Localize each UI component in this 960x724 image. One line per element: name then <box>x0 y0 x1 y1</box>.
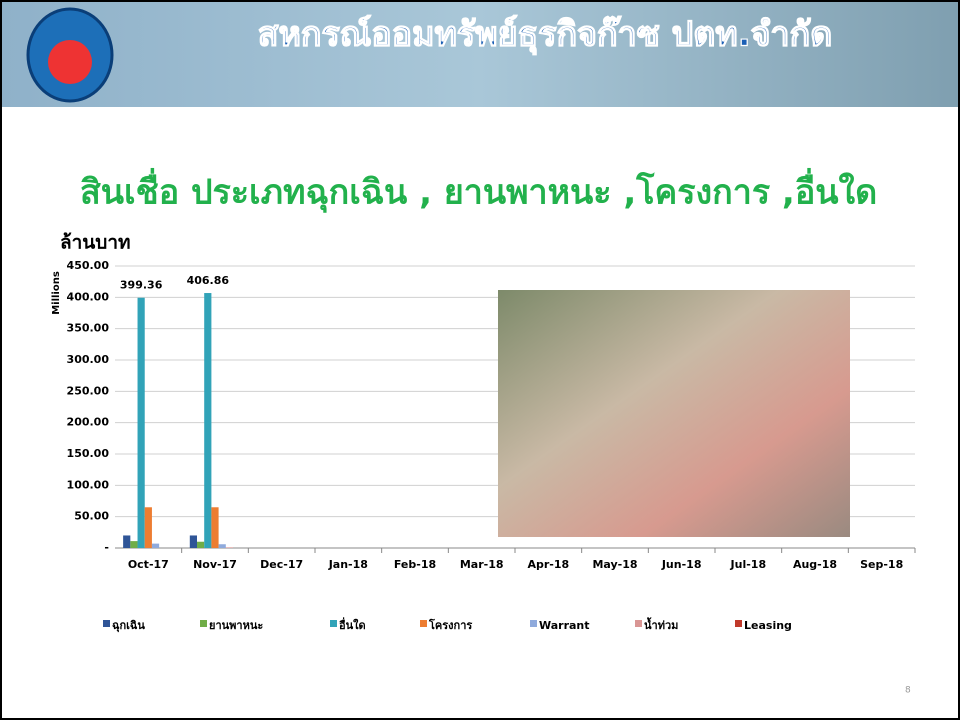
legend-label: Warrant <box>539 619 590 632</box>
y-tick-label: 250.00 <box>67 384 110 397</box>
legend-swatch <box>330 620 337 627</box>
x-tick-label: May-18 <box>592 558 637 571</box>
legend-label: อื่นใด <box>339 617 366 632</box>
bar <box>190 535 197 548</box>
slide: สหกรณ์ออมทรัพย์ธุรกิจก๊าซ ปตท.จำกัด สินเ… <box>0 0 960 720</box>
x-tick-label: Mar-18 <box>460 558 504 571</box>
x-tick-label: Jan-18 <box>328 558 368 571</box>
x-tick-label: Jul-18 <box>730 558 767 571</box>
logo-center <box>48 40 92 84</box>
data-label: 399.36 <box>120 279 163 292</box>
y-tick-label: 450.00 <box>67 259 110 272</box>
bar <box>138 298 145 548</box>
chart-subtitle: ล้านบาท <box>60 232 131 254</box>
bar <box>204 293 211 548</box>
legend-swatch <box>735 620 742 627</box>
x-tick-label: Oct-17 <box>128 558 169 571</box>
y-tick-label: 100.00 <box>67 478 110 491</box>
bar <box>226 547 233 548</box>
bar <box>197 542 204 548</box>
x-tick-label: Apr-18 <box>527 558 569 571</box>
y-tick-label: 400.00 <box>67 290 110 303</box>
legend-swatch <box>103 620 110 627</box>
legend-swatch <box>420 620 427 627</box>
bar <box>219 544 226 548</box>
bar <box>145 507 152 548</box>
legend-label: ยานพาหนะ <box>209 619 263 632</box>
y-tick-label: - <box>104 541 109 554</box>
x-tick-label: Feb-18 <box>394 558 436 571</box>
y-tick-label: 300.00 <box>67 353 110 366</box>
x-tick-label: Dec-17 <box>260 558 303 571</box>
y-tick-label: 50.00 <box>74 510 109 523</box>
legend-label: Leasing <box>744 619 792 632</box>
header-title: สหกรณ์ออมทรัพย์ธุรกิจก๊าซ ปตท.จำกัด <box>258 15 833 56</box>
y-tick-label: 150.00 <box>67 447 110 460</box>
legend-label: น้ำท่วม <box>644 617 678 632</box>
legend-swatch <box>530 620 537 627</box>
data-label: 406.86 <box>187 274 230 287</box>
x-tick-label: Jun-18 <box>661 558 702 571</box>
legend-swatch <box>200 620 207 627</box>
y-axis-label: Millions <box>51 271 62 315</box>
money-photo <box>498 290 850 537</box>
bar <box>130 541 137 548</box>
legend-label: ฉุกเฉิน <box>112 619 145 633</box>
chart-title: สินเชื่อ ประเภทฉุกเฉิน , ยานพาหนะ ,โครงก… <box>80 168 877 214</box>
x-tick-label: Sep-18 <box>860 558 903 571</box>
bar <box>152 544 159 548</box>
y-tick-label: 350.00 <box>67 322 110 335</box>
y-tick-label: 200.00 <box>67 416 110 429</box>
page-number: 8 <box>905 686 911 696</box>
legend-label: โครงการ <box>428 618 472 632</box>
legend-swatch <box>635 620 642 627</box>
bar <box>123 535 130 548</box>
x-tick-label: Nov-17 <box>193 558 237 571</box>
x-tick-label: Aug-18 <box>793 558 837 571</box>
bar <box>211 507 218 548</box>
